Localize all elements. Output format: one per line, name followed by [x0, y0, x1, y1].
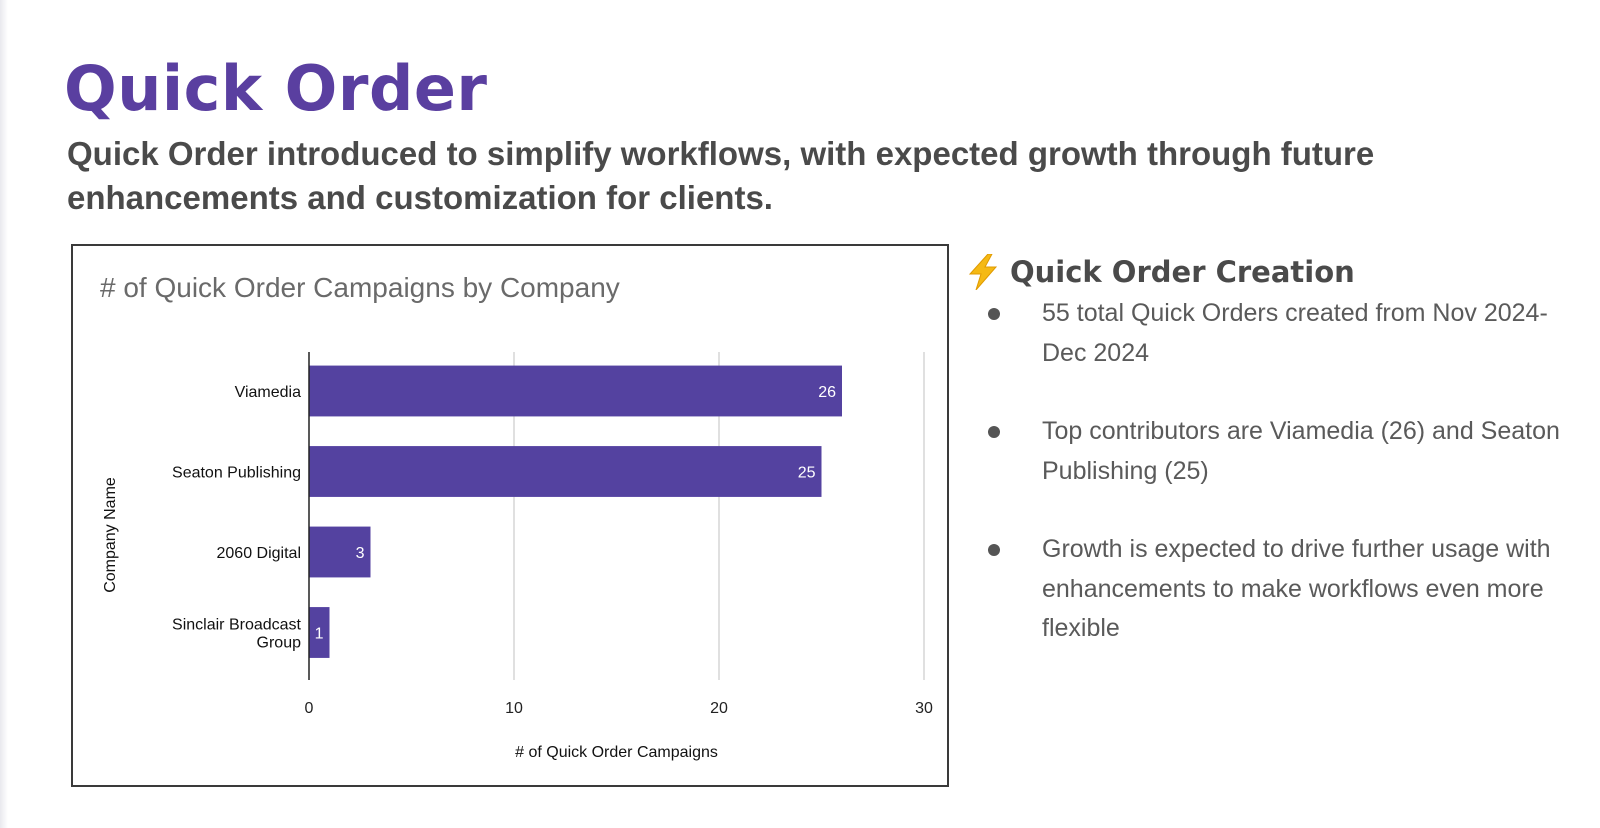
bullet-text: Growth is expected to drive further usag…	[1042, 535, 1551, 642]
category-label: 2060 Digital	[217, 545, 302, 562]
category-label: Sinclair Broadcast	[172, 617, 302, 634]
bar	[309, 526, 371, 578]
bullet-dot	[988, 544, 1000, 556]
bullet-list: 55 total Quick Orders created from Nov 2…	[966, 294, 1586, 649]
x-tick-label: 10	[505, 700, 523, 717]
side-panel-heading-text: Quick Order Creation	[1010, 255, 1355, 289]
data-label: 1	[315, 626, 324, 643]
data-label: 25	[798, 465, 816, 482]
y-axis-title: Company Name	[102, 477, 119, 593]
list-item: Top contributors are Viamedia (26) and S…	[966, 412, 1586, 491]
chart-title: # of Quick Order Campaigns by Company	[100, 272, 620, 303]
slide-edge-shadow	[0, 0, 8, 828]
page-subtitle: Quick Order introduced to simplify workf…	[67, 135, 1375, 216]
data-label: 26	[818, 384, 836, 401]
list-item: Growth is expected to drive further usag…	[966, 530, 1586, 649]
x-axis-title: # of Quick Order Campaigns	[515, 744, 718, 761]
side-panel-heading: Quick Order Creation	[966, 252, 1586, 292]
x-tick-label: 30	[915, 700, 933, 717]
x-tick-label: 20	[710, 700, 728, 717]
category-label: Viamedia	[235, 384, 302, 401]
bar	[309, 607, 330, 658]
category-label: Group	[257, 635, 302, 652]
side-panel: Quick Order Creation 55 total Quick Orde…	[966, 252, 1586, 649]
list-item: 55 total Quick Orders created from Nov 2…	[966, 294, 1586, 373]
bullet-dot	[988, 426, 1000, 438]
lightning-bolt-icon	[968, 254, 998, 290]
data-label: 3	[356, 545, 365, 562]
page-title: Quick Order	[64, 52, 488, 125]
bullet-text: Top contributors are Viamedia (26) and S…	[1042, 417, 1560, 485]
bar	[309, 365, 842, 417]
x-tick-label: 0	[305, 700, 314, 717]
bullet-text: 55 total Quick Orders created from Nov 2…	[1042, 299, 1548, 367]
category-label: Seaton Publishing	[172, 465, 301, 482]
bar	[309, 446, 822, 497]
chart-canvas: 0 10 20 30 26 Viamedia 25 Seaton Publishing 3 206…	[102, 352, 933, 761]
bullet-dot	[988, 308, 1000, 320]
bar-chart: # of Quick Order Campaigns by Company 0 1…	[71, 244, 949, 787]
